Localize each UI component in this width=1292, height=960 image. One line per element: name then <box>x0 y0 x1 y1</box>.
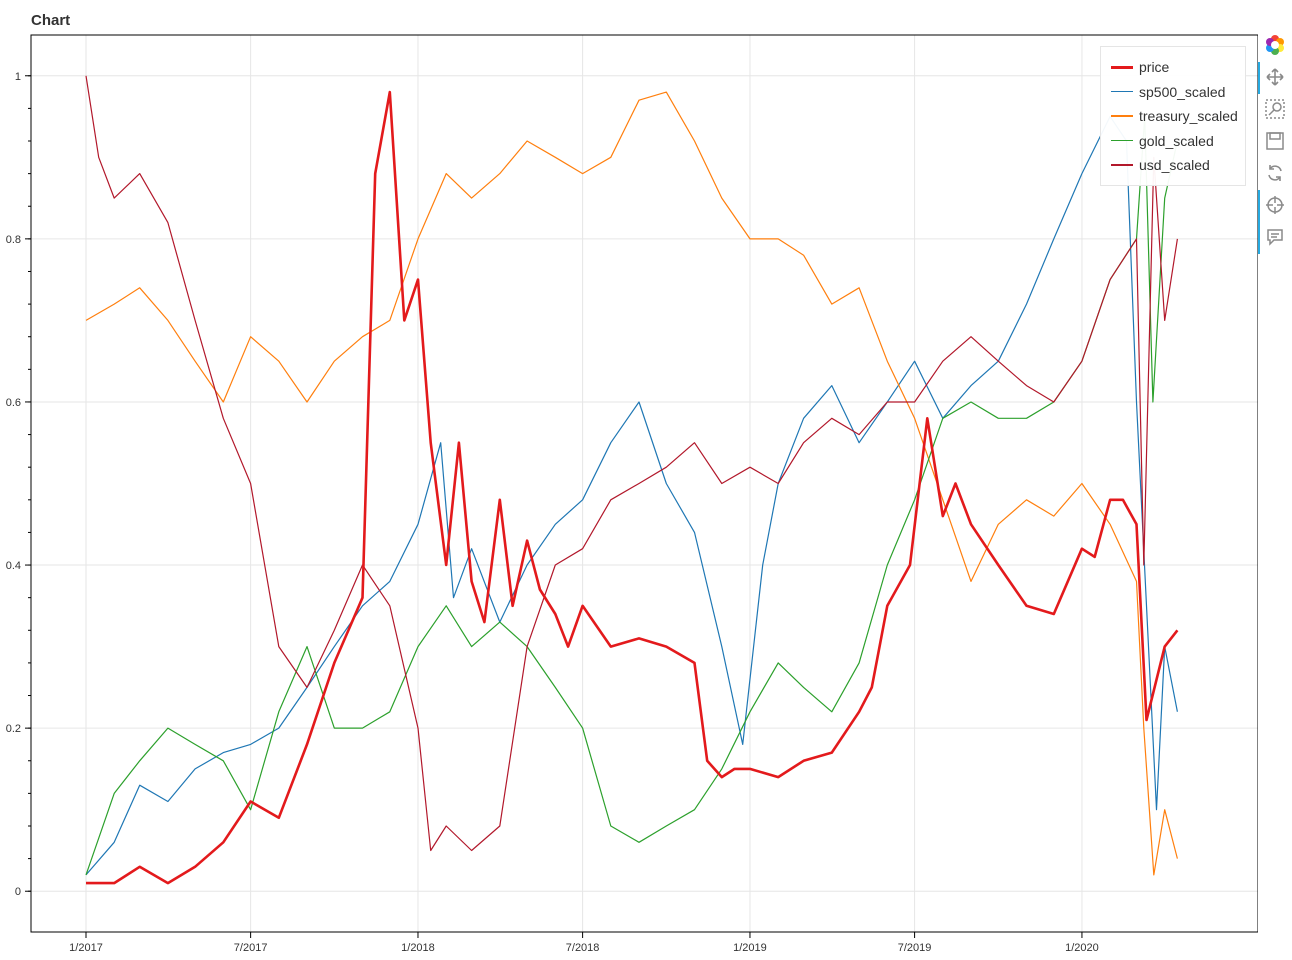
series-line-gold_scaled <box>85 115 1178 876</box>
x-tick-label: 1/2019 <box>733 942 767 954</box>
legend[interactable]: price sp500_scaled treasury_scaled gold_sca… <box>1100 46 1246 186</box>
x-axis: 1/2017 7/2017 1/2018 7/2018 1/2019 7/2019 1/20… <box>69 932 1099 954</box>
pan-icon[interactable] <box>1262 64 1288 90</box>
save-icon[interactable] <box>1262 128 1288 154</box>
legend-label: price <box>1139 59 1170 75</box>
legend-item-gold_scaled[interactable]: gold_scaled <box>1111 131 1214 151</box>
box-zoom-icon[interactable] <box>1262 96 1288 122</box>
y-tick-label: 0.2 <box>6 723 21 735</box>
bokeh-logo-icon[interactable] <box>1262 32 1288 58</box>
series-line-price <box>86 90 1179 885</box>
legend-label: treasury_scaled <box>1139 108 1238 124</box>
plot-frame <box>30 34 1258 933</box>
legend-swatch <box>1111 65 1133 69</box>
y-tick-label: 0 <box>15 886 21 898</box>
chart-plot[interactable]: 1/2017 7/2017 1/2018 7/2018 1/2019 7/2019 1/20… <box>0 0 1258 960</box>
y-axis: 0 0.2 0.4 0.6 0.8 1 <box>6 71 31 898</box>
legend-item-sp500_scaled[interactable]: sp500_scaled <box>1111 82 1225 102</box>
legend-swatch <box>1111 164 1133 166</box>
legend-label: gold_scaled <box>1139 132 1214 149</box>
x-tick-label: 1/2017 <box>69 942 103 954</box>
legend-swatch <box>1111 115 1133 117</box>
x-tick-label: 1/2018 <box>401 942 435 954</box>
y-tick-label: 1 <box>15 71 21 83</box>
reset-icon[interactable] <box>1262 160 1288 186</box>
legend-item-usd_scaled[interactable]: usd_scaled <box>1111 155 1210 175</box>
series-line-sp500_scaled <box>85 115 1178 876</box>
x-tick-label: 7/2019 <box>898 942 932 954</box>
crosshair-icon[interactable] <box>1262 192 1288 218</box>
series-line-usd_scaled <box>85 75 1178 852</box>
series-layer <box>85 75 1179 885</box>
legend-label: sp500_scaled <box>1139 83 1226 100</box>
y-tick-label: 0.8 <box>6 234 21 246</box>
series-line-treasury_scaled <box>85 91 1178 876</box>
legend-item-price[interactable]: price <box>1111 57 1169 77</box>
chart-title: Chart <box>31 12 71 29</box>
x-tick-label: 7/2018 <box>566 942 600 954</box>
toolbar <box>1258 32 1288 262</box>
x-tick-label: 1/2020 <box>1065 942 1099 954</box>
legend-swatch <box>1111 90 1133 93</box>
grid-lines <box>31 35 1258 932</box>
legend-item-treasury_scaled[interactable]: treasury_scaled <box>1111 106 1238 126</box>
y-tick-label: 0.6 <box>6 397 21 409</box>
y-tick-label: 0.4 <box>6 560 21 572</box>
legend-label: usd_scaled <box>1139 157 1210 173</box>
hover-icon[interactable] <box>1262 224 1288 250</box>
legend-swatch <box>1111 139 1133 142</box>
x-tick-label: 7/2017 <box>234 942 268 954</box>
